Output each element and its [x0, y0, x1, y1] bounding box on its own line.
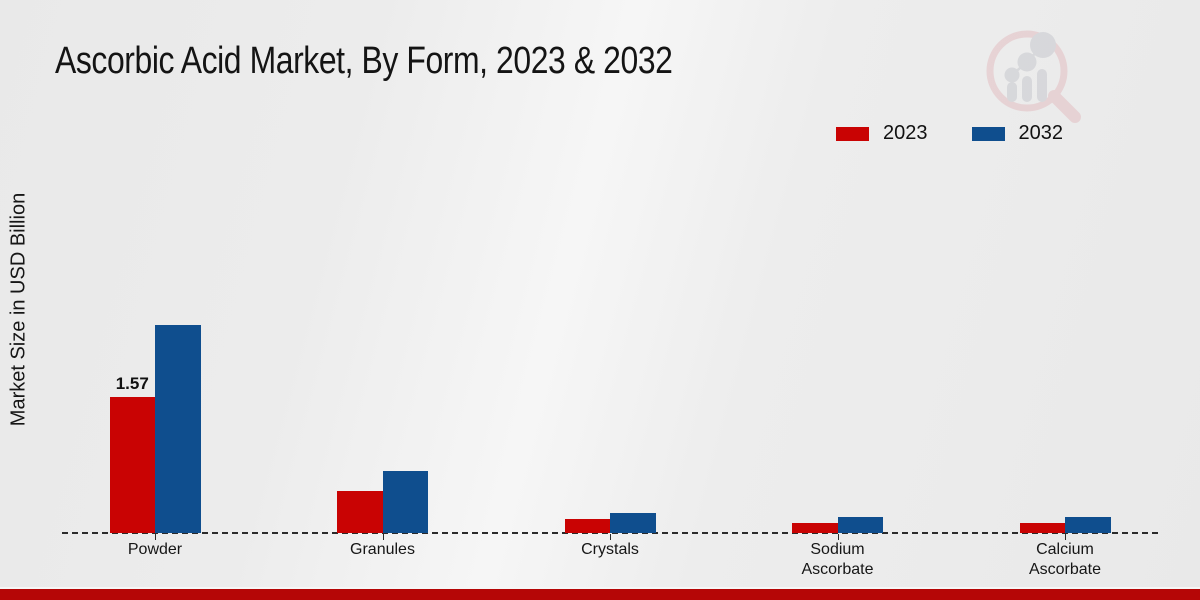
legend-label: 2023	[883, 122, 928, 144]
bar-2032-calcium-ascorbate	[1065, 517, 1111, 533]
chart-title: Ascorbic Acid Market, By Form, 2023 & 20…	[55, 40, 673, 82]
bar-2032-powder	[155, 325, 201, 533]
x-axis-tick	[1065, 534, 1066, 540]
bar-2023-calcium-ascorbate	[1019, 523, 1065, 533]
category-label: Crystals	[581, 541, 639, 558]
footer-red-band	[0, 589, 1200, 600]
legend: 2023 2032	[836, 122, 1063, 145]
bar-2032-sodium-ascorbate	[837, 517, 883, 533]
legend-item-2032: 2032	[971, 122, 1064, 145]
bar-2023-sodium-ascorbate	[792, 523, 838, 533]
bar-2032-crystals	[610, 513, 656, 533]
x-axis-tick	[837, 534, 839, 540]
legend-swatch-2023	[836, 126, 869, 141]
footer-separator	[0, 587, 1200, 589]
category-label: Calcium Ascorbate	[1028, 541, 1102, 578]
bar-value-label: 1.57	[115, 374, 149, 393]
bar-2023-granules	[337, 491, 383, 533]
x-axis-tick	[610, 534, 611, 540]
bar-2023-powder	[109, 397, 155, 533]
legend-item-2023: 2023	[836, 122, 928, 145]
x-axis-baseline	[62, 532, 1158, 534]
x-axis-tick	[155, 534, 156, 540]
bar-2032-granules	[382, 471, 428, 533]
category-label: Powder	[127, 541, 183, 558]
magnifier-bar-chart-logo-icon	[986, 30, 1081, 123]
legend-label: 2032	[1018, 122, 1064, 144]
legend-swatch-2032	[971, 126, 1005, 141]
category-label: Granules	[350, 541, 415, 558]
category-label: Sodium Ascorbate	[801, 541, 874, 578]
bar-2023-crystals	[564, 519, 610, 533]
x-axis-tick	[382, 534, 384, 540]
